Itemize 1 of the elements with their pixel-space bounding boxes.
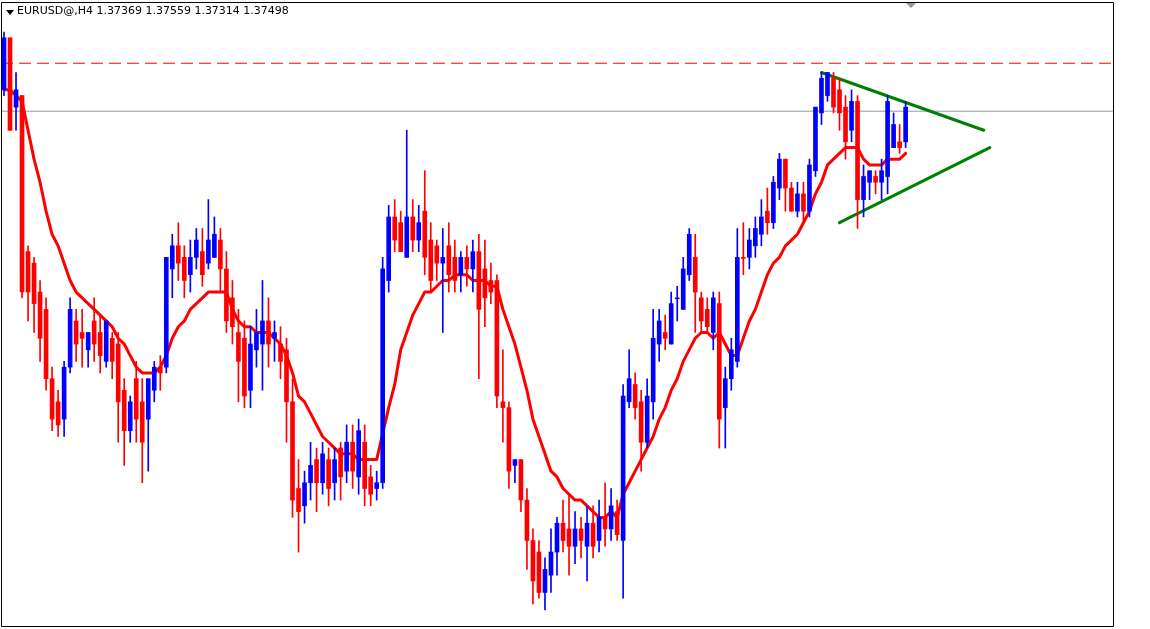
chart-title: EURUSD@,H4 1.37369 1.37559 1.37314 1.37498 xyxy=(17,4,289,17)
